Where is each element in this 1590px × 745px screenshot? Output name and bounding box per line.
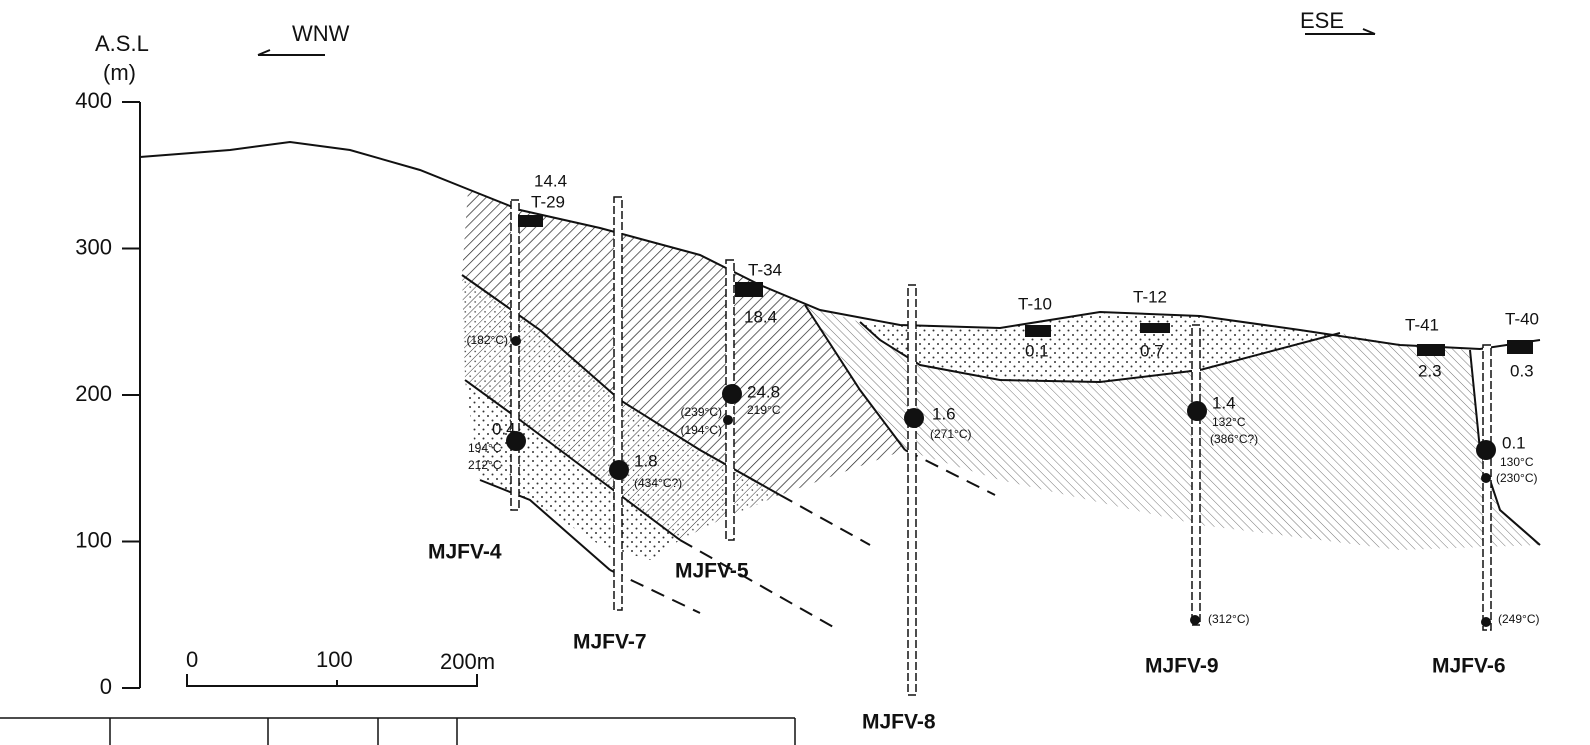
scale-label: 200m: [440, 649, 495, 674]
well-name: MJFV-9: [1145, 655, 1219, 678]
trench-value: 0.3: [1510, 361, 1534, 380]
cross-section: 0 100 200 300 400 A.S.L (m) WNW ESE 0 100 20…: [0, 0, 1590, 745]
trench-name: T-12: [1133, 287, 1167, 306]
well-note: (434°C?): [634, 476, 682, 490]
legend-table-edge: [0, 718, 795, 745]
scale-label: 0: [186, 647, 198, 672]
scale-bar: 0 100 200m: [186, 647, 495, 686]
y-tick-label: 200: [75, 381, 112, 406]
trench-name: T-10: [1018, 294, 1052, 313]
well-note: (249°C): [1498, 612, 1539, 626]
well-note: (386°C?): [1210, 432, 1258, 446]
trench-name: T-34: [748, 260, 782, 279]
trench-name: T-40: [1505, 309, 1539, 328]
well-note: 24.8: [747, 382, 780, 401]
well-note: 194°C: [468, 441, 502, 455]
well-name: MJFV-7: [573, 631, 647, 654]
datum: A.S.L: [95, 31, 149, 56]
trench-name: T-41: [1405, 315, 1439, 334]
well-name: MJFV-8: [862, 711, 936, 734]
well-note: 132°C: [1212, 415, 1246, 429]
y-ticks: 0 100 200 300 400: [75, 88, 140, 699]
y-tick-label: 100: [75, 527, 112, 552]
y-tick-label: 300: [75, 234, 112, 259]
axis: 0 100 200 300 400: [75, 88, 140, 699]
scale-label: 100: [316, 647, 353, 672]
well-note: (230°C): [1496, 471, 1537, 485]
unit: (m): [103, 60, 136, 85]
trench-value: 0.1: [1025, 341, 1049, 360]
well-note: 212°C: [468, 458, 502, 472]
scale-line: [187, 674, 477, 686]
y-tick-label: 400: [75, 88, 112, 113]
well-note: (182°C): [467, 333, 508, 347]
east-label: ESE: [1300, 8, 1344, 33]
well-note: (312°C): [1208, 612, 1249, 626]
well-note: 0.4: [492, 419, 516, 438]
trench-value: 2.3: [1418, 361, 1442, 380]
strata: [140, 142, 1540, 628]
well-note: (271°C): [930, 427, 971, 441]
west-label: WNW: [292, 21, 350, 46]
well-note: 219°C: [747, 403, 781, 417]
well-note: 1.6: [932, 404, 956, 423]
trench-value: 18.4: [744, 307, 777, 326]
well-note: 130°C: [1500, 455, 1534, 469]
well-name: MJFV-5: [675, 560, 749, 583]
trench-value: 0.7: [1140, 341, 1164, 360]
well-note: 0.1: [1502, 433, 1526, 452]
well-name: MJFV-6: [1432, 655, 1506, 678]
well-note: 1.8: [634, 451, 658, 470]
trench-name: T-29: [531, 192, 565, 211]
west-arrow: [258, 50, 325, 55]
well-note: 1.4: [1212, 393, 1236, 412]
y-tick-label: 0: [100, 674, 112, 699]
well-name: MJFV-4: [428, 541, 502, 564]
well-note: (194°C): [681, 423, 722, 437]
well-note: (239°C): [681, 405, 722, 419]
trench-value: 14.4: [534, 171, 567, 190]
